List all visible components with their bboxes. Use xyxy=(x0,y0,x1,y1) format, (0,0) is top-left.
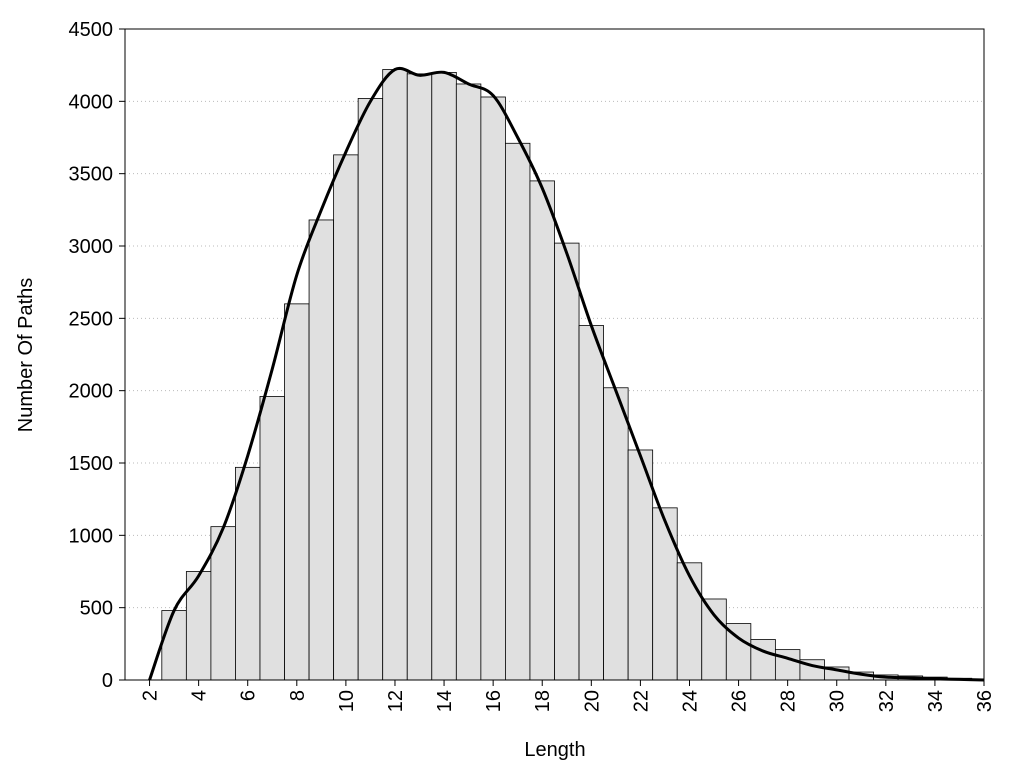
x-tick-label: 22 xyxy=(630,690,652,712)
x-axis-label: Length xyxy=(524,739,585,761)
bar xyxy=(235,466,261,681)
y-tick-label: 4500 xyxy=(69,19,114,41)
y-tick-label: 1500 xyxy=(69,453,114,475)
density-curve xyxy=(148,66,985,682)
y-tick-label: 3000 xyxy=(69,236,114,258)
x-tick-label: 10 xyxy=(336,690,358,712)
bar xyxy=(259,396,285,681)
x-tick-label: 28 xyxy=(778,690,800,712)
y-tick-label: 500 xyxy=(80,598,113,620)
bar xyxy=(357,98,384,681)
x-tick-label: 6 xyxy=(238,690,260,701)
x-tick-label: 4 xyxy=(189,690,211,701)
y-tick-label: 4000 xyxy=(69,91,114,113)
bar xyxy=(578,325,604,681)
bar xyxy=(554,242,580,681)
y-tick-label: 2500 xyxy=(69,308,114,330)
bar xyxy=(701,598,727,681)
bar xyxy=(627,449,654,681)
x-tick-label: 8 xyxy=(287,690,309,701)
y-tick-label: 1000 xyxy=(69,525,114,547)
bar xyxy=(382,69,408,681)
bar xyxy=(603,387,629,681)
x-tick-label: 14 xyxy=(434,690,456,712)
bar xyxy=(406,73,433,681)
y-tick-label: 3500 xyxy=(69,164,114,186)
bar xyxy=(529,180,555,681)
bar xyxy=(505,142,531,681)
x-tick-label: 12 xyxy=(385,690,407,712)
x-tick-label: 30 xyxy=(827,690,849,712)
x-tick-label: 16 xyxy=(483,690,505,712)
bar xyxy=(676,562,703,681)
x-tick-label: 34 xyxy=(925,690,947,712)
y-axis-label: Number Of Paths xyxy=(15,278,37,433)
x-tick-label: 26 xyxy=(729,690,751,712)
bar xyxy=(161,610,187,681)
x-tick-label: 2 xyxy=(140,690,162,701)
x-tick-label: 18 xyxy=(532,690,554,712)
bar xyxy=(284,303,310,681)
x-tick-label: 32 xyxy=(876,690,898,712)
bar xyxy=(431,72,457,681)
bar xyxy=(750,639,776,681)
y-tick-label: 0 xyxy=(102,670,113,692)
bar xyxy=(455,83,482,681)
bar xyxy=(774,649,801,681)
x-tick-label: 20 xyxy=(581,690,603,712)
bar xyxy=(333,154,359,681)
bar xyxy=(308,219,335,681)
x-tick-label: 24 xyxy=(679,690,701,712)
bar xyxy=(480,96,506,681)
bar xyxy=(185,571,212,681)
bar xyxy=(652,507,678,681)
plot-frame xyxy=(124,28,985,681)
y-tick-label: 2000 xyxy=(69,381,114,403)
x-tick-label: 36 xyxy=(974,690,996,712)
